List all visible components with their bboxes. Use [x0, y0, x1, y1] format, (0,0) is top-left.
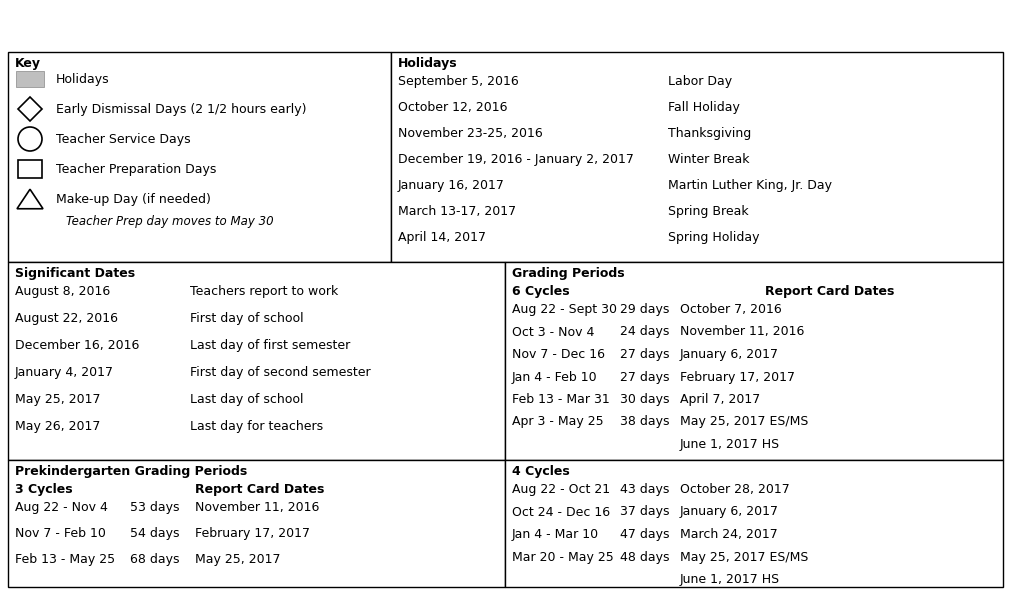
Text: June 1, 2017 HS: June 1, 2017 HS	[680, 438, 780, 451]
Text: Nov 7 - Feb 10: Nov 7 - Feb 10	[15, 527, 106, 540]
Text: Jan 4 - Feb 10: Jan 4 - Feb 10	[512, 371, 598, 384]
Text: January 6, 2017: January 6, 2017	[680, 506, 779, 518]
Text: Last day of school: Last day of school	[190, 393, 303, 406]
Text: Feb 13 - May 25: Feb 13 - May 25	[15, 553, 115, 566]
Text: 54 days: 54 days	[130, 527, 180, 540]
Text: Jan 4 - Mar 10: Jan 4 - Mar 10	[512, 528, 600, 541]
Text: May 25, 2017 ES/MS: May 25, 2017 ES/MS	[680, 550, 809, 563]
Text: May 25, 2017 ES/MS: May 25, 2017 ES/MS	[680, 415, 809, 428]
Text: Martin Luther King, Jr. Day: Martin Luther King, Jr. Day	[668, 179, 832, 192]
Text: 43 days: 43 days	[620, 483, 669, 496]
Text: Teachers report to work: Teachers report to work	[190, 285, 339, 298]
Text: February 17, 2017: February 17, 2017	[195, 527, 310, 540]
Text: Significant Dates: Significant Dates	[15, 267, 135, 280]
Text: Labor Day: Labor Day	[668, 75, 732, 88]
Text: April 14, 2017: April 14, 2017	[398, 231, 486, 244]
Text: October 7, 2016: October 7, 2016	[680, 303, 782, 316]
Text: 30 days: 30 days	[620, 393, 669, 406]
Text: January 4, 2017: January 4, 2017	[15, 366, 114, 379]
Text: 37 days: 37 days	[620, 506, 669, 518]
Bar	[18, 160, 42, 178]
Polygon shape	[17, 189, 43, 209]
Text: Fall Holiday: Fall Holiday	[668, 101, 740, 114]
Text: November 23-25, 2016: November 23-25, 2016	[398, 127, 543, 140]
Text: Spring Holiday: Spring Holiday	[668, 231, 759, 244]
Text: November 11, 2016: November 11, 2016	[680, 325, 805, 339]
Bar	[8, 262, 506, 460]
Bar	[8, 52, 391, 262]
Text: Spring Break: Spring Break	[668, 205, 748, 218]
Text: October 28, 2017: October 28, 2017	[680, 483, 790, 496]
Text: 24 days: 24 days	[620, 325, 669, 339]
Text: 68 days: 68 days	[130, 553, 180, 566]
Text: Mar 20 - May 25: Mar 20 - May 25	[512, 550, 614, 563]
Text: August 8, 2016: August 8, 2016	[15, 285, 110, 298]
Bar	[506, 460, 1003, 587]
Text: January 16, 2017: January 16, 2017	[398, 179, 504, 192]
Text: 47 days: 47 days	[620, 528, 669, 541]
Text: Report Card Dates: Report Card Dates	[765, 285, 895, 298]
Text: Nov 7 - Dec 16: Nov 7 - Dec 16	[512, 348, 605, 361]
Text: October 12, 2016: October 12, 2016	[398, 101, 508, 114]
Text: 48 days: 48 days	[620, 550, 669, 563]
Text: August 22, 2016: August 22, 2016	[15, 312, 118, 325]
Text: Oct 24 - Dec 16: Oct 24 - Dec 16	[512, 506, 610, 518]
Text: November 11, 2016: November 11, 2016	[195, 501, 319, 514]
Text: March 13-17, 2017: March 13-17, 2017	[398, 205, 517, 218]
Text: Aug 22 - Sept 30: Aug 22 - Sept 30	[512, 303, 617, 316]
Text: First day of school: First day of school	[190, 312, 303, 325]
Text: 38 days: 38 days	[620, 415, 669, 428]
Text: Feb 13 - Mar 31: Feb 13 - Mar 31	[512, 393, 610, 406]
Text: Teacher Preparation Days: Teacher Preparation Days	[56, 162, 216, 176]
Text: May 25, 2017: May 25, 2017	[15, 393, 100, 406]
Bar	[391, 52, 1003, 262]
Text: Key: Key	[15, 57, 41, 70]
Text: Last day of first semester: Last day of first semester	[190, 339, 350, 352]
Text: June 1, 2017 HS: June 1, 2017 HS	[680, 573, 780, 586]
Text: January 6, 2017: January 6, 2017	[680, 348, 779, 361]
Text: Oct 3 - Nov 4: Oct 3 - Nov 4	[512, 325, 594, 339]
Text: 3 Cycles: 3 Cycles	[15, 483, 73, 496]
Text: 6 Cycles: 6 Cycles	[512, 285, 569, 298]
Text: May 25, 2017: May 25, 2017	[195, 553, 280, 566]
Text: Thanksgiving: Thanksgiving	[668, 127, 751, 140]
Text: 4 Cycles: 4 Cycles	[512, 465, 570, 478]
Text: Report Card Dates: Report Card Dates	[195, 483, 325, 496]
Text: 27 days: 27 days	[620, 348, 669, 361]
Bar	[8, 460, 506, 587]
Text: 29 days: 29 days	[620, 303, 669, 316]
Text: Grading Periods: Grading Periods	[512, 267, 625, 280]
Text: Teacher Prep day moves to May 30: Teacher Prep day moves to May 30	[66, 215, 274, 227]
Text: Prekindergarten Grading Periods: Prekindergarten Grading Periods	[15, 465, 248, 478]
Text: May 26, 2017: May 26, 2017	[15, 420, 100, 433]
Bar	[506, 262, 1003, 460]
Text: Apr 3 - May 25: Apr 3 - May 25	[512, 415, 604, 428]
Text: March 24, 2017: March 24, 2017	[680, 528, 777, 541]
Text: Teacher Service Days: Teacher Service Days	[56, 133, 191, 146]
Text: Holidays: Holidays	[398, 57, 458, 70]
Text: Winter Break: Winter Break	[668, 153, 749, 166]
Text: December 19, 2016 - January 2, 2017: December 19, 2016 - January 2, 2017	[398, 153, 634, 166]
Text: Aug 22 - Oct 21: Aug 22 - Oct 21	[512, 483, 610, 496]
Text: December 16, 2016: December 16, 2016	[15, 339, 140, 352]
Text: 27 days: 27 days	[620, 371, 669, 384]
Text: 53 days: 53 days	[130, 501, 180, 514]
Circle shape	[18, 127, 42, 151]
Text: Holidays: Holidays	[56, 73, 109, 86]
Text: Last day for teachers: Last day for teachers	[190, 420, 324, 433]
Polygon shape	[18, 97, 42, 121]
Text: April 7, 2017: April 7, 2017	[680, 393, 760, 406]
Bar	[16, 71, 44, 87]
Text: Early Dismissal Days (2 1/2 hours early): Early Dismissal Days (2 1/2 hours early)	[56, 102, 306, 115]
Text: February 17, 2017: February 17, 2017	[680, 371, 795, 384]
Text: Aug 22 - Nov 4: Aug 22 - Nov 4	[15, 501, 108, 514]
Text: First day of second semester: First day of second semester	[190, 366, 371, 379]
Text: September 5, 2016: September 5, 2016	[398, 75, 519, 88]
Text: Make-up Day (if needed): Make-up Day (if needed)	[56, 193, 211, 205]
